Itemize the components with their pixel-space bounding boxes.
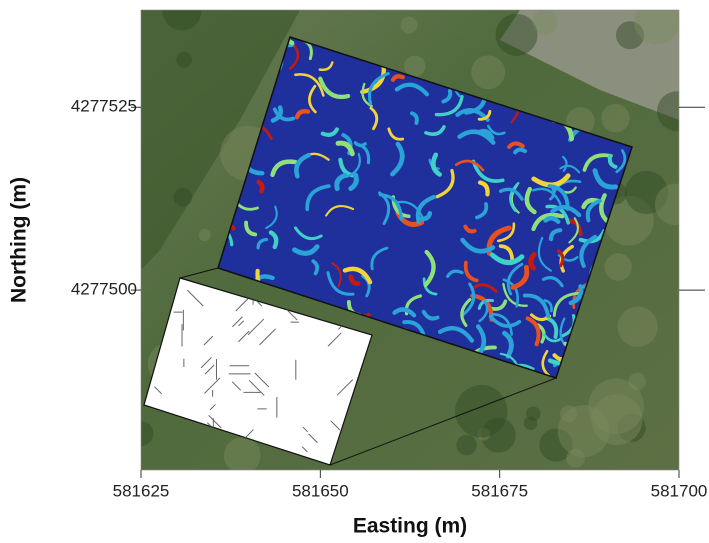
vegetation [456,435,476,455]
vegetation [558,405,610,457]
vegetation [224,437,261,474]
x-axis-title: Easting (m) [353,515,467,538]
y-tick-label: 4277500 [71,280,137,299]
x-tick-label: 581650 [292,481,349,500]
y-tick-label: 4277525 [71,97,137,116]
vegetation [471,55,505,89]
vegetation [604,253,631,280]
vegetation [455,385,507,437]
vegetation [566,449,585,468]
vegetation [199,229,211,241]
vegetation [401,17,418,34]
x-tick-label: 581625 [113,481,170,500]
y-axis-title: Northing (m) [8,177,31,303]
vegetation [634,0,680,44]
vegetation [173,188,192,207]
vegetation [532,9,557,34]
vegetation [601,104,629,132]
vegetation [404,56,425,77]
vegetation [496,14,538,56]
vegetation [618,307,658,347]
vegetation [176,52,192,68]
figure: Easting (m) Northing (m) 581625 581650 581… [0,0,709,543]
vegetation [524,416,538,430]
x-tick-label: 581675 [471,481,528,500]
x-tick-label: 581700 [651,481,708,500]
vegetation [657,91,697,131]
vegetation [655,184,697,226]
